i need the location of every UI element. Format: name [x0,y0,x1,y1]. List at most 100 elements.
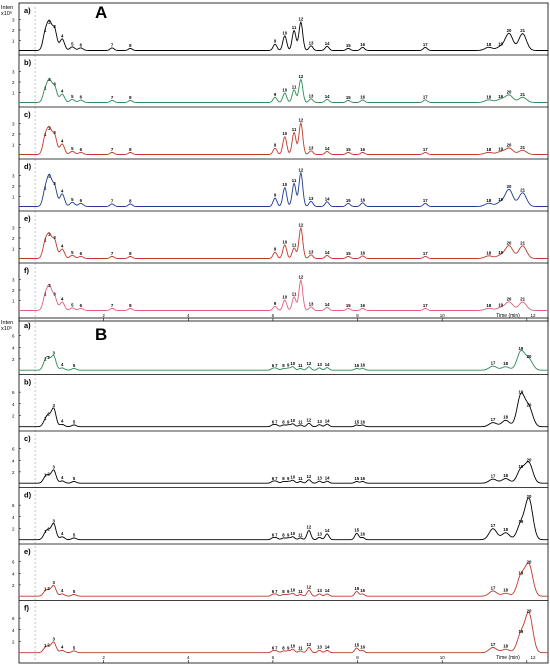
peak-label: 20 [507,90,512,95]
y-tick-label: 6 [12,616,15,621]
y-tick-label: 6 [12,390,15,395]
peak-label: 6 [80,251,83,256]
y-tick-label: 4 [12,571,15,576]
peak-label: 19 [519,390,524,395]
peak-label: 15 [354,642,359,647]
peak-label: 1 [44,356,47,361]
peak-label: 19 [519,346,524,351]
trace-label: a) [24,6,31,15]
peak-label: 19 [498,41,503,46]
peak-label: 15 [346,43,351,48]
peak-label: 15 [354,363,359,368]
y-axis-label-line: x10⁶ [1,10,12,17]
plot-frame [18,2,549,322]
peak-label: 17 [423,198,428,203]
peak-label: 20 [527,609,532,614]
peak-label: 6 [272,532,275,537]
y-tick-label: 4 [12,458,15,463]
peak-label: 21 [520,187,525,192]
peak-label: 20 [507,143,512,148]
peak-label: 4 [61,139,64,144]
peak-label: 11 [298,589,303,594]
peak-label: 7 [111,95,114,100]
peak-label: 5 [73,419,76,424]
peak-label: 2 [47,642,50,647]
peak-label: 14 [325,528,330,533]
peak-label: 14 [325,146,330,151]
peak-label: 12 [307,418,312,423]
y-tick-label: 6 [12,560,15,565]
peak-label: 9 [274,301,277,306]
chromatogram-trace [19,611,548,654]
peak-label: 18 [503,644,508,649]
peak-label: 19 [498,250,503,255]
peak-label: 17 [491,585,496,590]
y-tick-label: 1 [12,247,15,252]
trace-label: c) [24,434,31,443]
peak-label: 11 [292,25,297,30]
peak-label: 4 [61,244,64,249]
peak-label: 16 [360,250,365,255]
peak-label: 5 [71,146,74,151]
y-tick-label: 4 [12,628,15,633]
peak-label: 6 [80,303,83,308]
peak-label: 4 [61,419,64,424]
peak-label: 14 [325,94,330,99]
y-tick-label: 2 [12,583,15,588]
peak-label: 14 [325,475,330,480]
peak-label: 10 [290,361,295,366]
y-tick-label: 1 [12,91,15,96]
peak-label: 18 [503,588,508,593]
trace-label: d) [24,162,32,171]
peak-label: 2 [48,174,51,179]
peak-label: 2 [48,283,51,288]
peak-label: 7 [275,645,278,650]
peak-label: 13 [309,196,314,201]
peak-label: 13 [317,532,322,537]
peak-label: 21 [520,145,525,150]
peak-label: 8 [282,476,285,481]
y-axis-label: Inten x10⁵ [1,320,13,332]
peak-label: 3 [53,465,56,470]
peak-label: 4 [61,297,64,302]
peak-label: 20 [527,354,532,359]
peak-label: 16 [360,588,365,593]
peak-label: 15 [346,147,351,152]
peak-label: 3 [53,130,56,135]
peak-label: 11 [292,127,297,132]
peak-label: 13 [309,301,314,306]
peak-label: 17 [423,147,428,152]
peak-label: 14 [325,362,330,367]
trace-label: a) [24,321,31,330]
y-tick-label: 1 [12,299,15,304]
chromatogram-trace [19,392,548,428]
peak-label: 15 [354,528,359,533]
peak-label: 10 [282,182,287,187]
peak-label: 12 [307,361,312,366]
peak-label: 15 [346,251,351,256]
peak-label: 10 [282,295,287,300]
peak-label: 7 [111,303,114,308]
peak-label: 13 [309,145,314,150]
peak-label: 15 [354,476,359,481]
plot-frame [18,317,549,664]
peak-label: 8 [129,198,132,203]
peak-label: 5 [71,197,74,202]
peak-label: 11 [298,645,303,650]
peak-label: 19 [519,464,524,469]
peak-label: 12 [298,223,303,228]
y-tick-label: 2 [12,470,15,475]
peak-label: 18 [503,527,508,532]
peak-label: 2 [47,412,50,417]
peak-label: 15 [354,419,359,424]
peak-label: 1 [44,237,47,242]
peak-label: 13 [309,249,314,254]
peak-label: 16 [360,197,365,202]
peak-label: 15 [346,198,351,203]
peak-label: 21 [520,28,525,33]
peak-label: 10 [290,531,295,536]
peak-label: 6 [80,198,83,203]
